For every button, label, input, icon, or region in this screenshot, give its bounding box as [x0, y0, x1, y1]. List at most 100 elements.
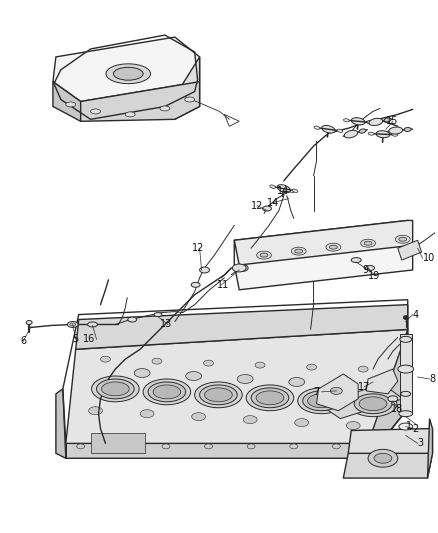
Ellipse shape — [200, 267, 209, 273]
Ellipse shape — [376, 131, 390, 138]
Ellipse shape — [398, 365, 413, 373]
Ellipse shape — [262, 206, 272, 211]
Ellipse shape — [162, 444, 170, 449]
Ellipse shape — [106, 64, 151, 84]
Ellipse shape — [384, 118, 391, 122]
Ellipse shape — [236, 264, 248, 271]
Ellipse shape — [351, 118, 365, 125]
Ellipse shape — [326, 243, 341, 251]
Text: 10: 10 — [423, 253, 435, 263]
Text: 12: 12 — [192, 243, 204, 253]
Ellipse shape — [359, 397, 387, 411]
Ellipse shape — [140, 410, 154, 418]
Ellipse shape — [349, 391, 397, 417]
Polygon shape — [66, 443, 368, 458]
Polygon shape — [234, 221, 413, 290]
Ellipse shape — [92, 376, 139, 402]
Ellipse shape — [256, 391, 284, 405]
Ellipse shape — [321, 125, 335, 133]
Ellipse shape — [134, 369, 150, 377]
Ellipse shape — [88, 322, 98, 327]
Ellipse shape — [119, 444, 127, 449]
Ellipse shape — [125, 112, 135, 117]
Text: 4: 4 — [413, 310, 419, 320]
Ellipse shape — [314, 126, 320, 130]
Ellipse shape — [232, 264, 246, 272]
Ellipse shape — [295, 249, 303, 253]
Polygon shape — [398, 240, 422, 260]
Text: 14: 14 — [267, 198, 279, 207]
Ellipse shape — [251, 388, 289, 408]
Ellipse shape — [247, 444, 255, 449]
Ellipse shape — [277, 184, 290, 193]
Ellipse shape — [77, 444, 85, 449]
Ellipse shape — [354, 394, 392, 414]
Ellipse shape — [128, 317, 137, 322]
Ellipse shape — [290, 444, 298, 449]
Ellipse shape — [389, 127, 403, 134]
Text: 3: 3 — [417, 439, 424, 448]
Ellipse shape — [307, 364, 317, 370]
Ellipse shape — [374, 453, 392, 463]
Ellipse shape — [360, 239, 375, 247]
Polygon shape — [348, 429, 432, 453]
Text: 1: 1 — [406, 421, 412, 431]
Ellipse shape — [246, 385, 294, 411]
Polygon shape — [53, 82, 81, 122]
Ellipse shape — [404, 127, 411, 132]
Polygon shape — [175, 57, 200, 119]
Ellipse shape — [191, 282, 200, 287]
Ellipse shape — [204, 360, 213, 366]
Polygon shape — [234, 221, 413, 265]
Ellipse shape — [88, 407, 102, 415]
Ellipse shape — [403, 316, 408, 319]
Text: 14: 14 — [277, 185, 289, 196]
Text: 8: 8 — [430, 374, 436, 384]
Ellipse shape — [329, 245, 337, 249]
Ellipse shape — [399, 411, 413, 417]
Ellipse shape — [243, 416, 257, 424]
Ellipse shape — [143, 379, 191, 405]
Ellipse shape — [153, 385, 181, 399]
Ellipse shape — [344, 131, 358, 138]
Ellipse shape — [366, 265, 374, 270]
Ellipse shape — [399, 237, 407, 241]
Ellipse shape — [364, 241, 372, 245]
Text: 9: 9 — [362, 265, 368, 275]
Ellipse shape — [368, 132, 374, 135]
Ellipse shape — [298, 388, 345, 414]
Ellipse shape — [160, 106, 170, 111]
Polygon shape — [318, 384, 403, 418]
Ellipse shape — [295, 418, 309, 426]
Text: 2: 2 — [413, 424, 419, 433]
Polygon shape — [76, 305, 408, 349]
Ellipse shape — [194, 382, 242, 408]
Text: 7: 7 — [314, 387, 320, 397]
Text: 16: 16 — [82, 334, 95, 344]
Ellipse shape — [291, 247, 306, 255]
Ellipse shape — [388, 396, 398, 402]
Ellipse shape — [66, 102, 76, 107]
Ellipse shape — [26, 320, 32, 325]
Ellipse shape — [400, 336, 412, 342]
Ellipse shape — [237, 375, 253, 383]
Ellipse shape — [96, 379, 134, 399]
Ellipse shape — [401, 391, 411, 397]
Text: 18: 18 — [391, 403, 403, 414]
Ellipse shape — [368, 449, 398, 467]
Ellipse shape — [359, 129, 366, 133]
Ellipse shape — [70, 323, 76, 326]
Ellipse shape — [346, 422, 360, 430]
Ellipse shape — [148, 382, 186, 402]
Text: 19: 19 — [368, 271, 380, 281]
Text: 15: 15 — [386, 116, 398, 126]
Text: 17: 17 — [358, 382, 371, 392]
Ellipse shape — [102, 382, 129, 396]
Ellipse shape — [205, 444, 212, 449]
Ellipse shape — [260, 253, 268, 257]
Ellipse shape — [192, 413, 205, 421]
Ellipse shape — [255, 362, 265, 368]
Text: 12: 12 — [251, 200, 264, 211]
Text: 5: 5 — [73, 334, 79, 344]
Polygon shape — [56, 389, 66, 458]
